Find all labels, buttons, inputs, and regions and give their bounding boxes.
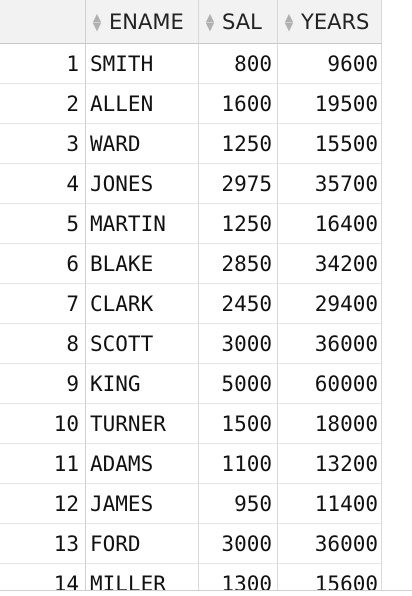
- row-filler: [382, 244, 412, 284]
- cell-sal[interactable]: 1250: [199, 124, 278, 164]
- table-row[interactable]: 4 JONES 2975 35700: [0, 164, 412, 204]
- cell-years[interactable]: 36000: [278, 324, 382, 364]
- cell-years[interactable]: 60000: [278, 364, 382, 404]
- table-row[interactable]: 3 WARD 1250 15500: [0, 124, 412, 164]
- cell-years[interactable]: 34200: [278, 244, 382, 284]
- cell-ename[interactable]: TURNER: [86, 404, 199, 444]
- cell-ename[interactable]: JAMES: [86, 484, 199, 524]
- row-number: 7: [0, 284, 86, 324]
- row-number: 3: [0, 124, 86, 164]
- cell-years[interactable]: 9600: [278, 44, 382, 84]
- cell-sal[interactable]: 5000: [199, 364, 278, 404]
- column-header-label: YEARS: [301, 9, 370, 34]
- cell-years[interactable]: 35700: [278, 164, 382, 204]
- row-filler: [382, 484, 412, 524]
- row-number: 6: [0, 244, 86, 284]
- cell-sal[interactable]: 1600: [199, 84, 278, 124]
- cell-ename[interactable]: KING: [86, 364, 199, 404]
- table-row[interactable]: 10 TURNER 1500 18000: [0, 404, 412, 444]
- cell-sal[interactable]: 2850: [199, 244, 278, 284]
- row-number: 8: [0, 324, 86, 364]
- cell-years[interactable]: 19500: [278, 84, 382, 124]
- row-number: 4: [0, 164, 86, 204]
- cell-ename[interactable]: MARTIN: [86, 204, 199, 244]
- cell-years[interactable]: 18000: [278, 404, 382, 444]
- table-row[interactable]: 6 BLAKE 2850 34200: [0, 244, 412, 284]
- table-row[interactable]: 11 ADAMS 1100 13200: [0, 444, 412, 484]
- cell-sal[interactable]: 950: [199, 484, 278, 524]
- cell-ename[interactable]: JONES: [86, 164, 199, 204]
- sort-arrows-icon[interactable]: ▲ ▼: [284, 10, 294, 33]
- cell-ename[interactable]: SCOTT: [86, 324, 199, 364]
- cell-ename[interactable]: ALLEN: [86, 84, 199, 124]
- sort-arrows-icon[interactable]: ▲ ▼: [205, 10, 215, 33]
- cell-ename[interactable]: SMITH: [86, 44, 199, 84]
- table-row[interactable]: 12 JAMES 950 11400: [0, 484, 412, 524]
- table-row[interactable]: 9 KING 5000 60000: [0, 364, 412, 404]
- grid-header: ▲ ▼ ENAME ▲ ▼ SAL ▲ ▼ YEARS: [0, 0, 412, 44]
- table-row[interactable]: 7 CLARK 2450 29400: [0, 284, 412, 324]
- cell-sal[interactable]: 2975: [199, 164, 278, 204]
- header-filler: [382, 0, 412, 44]
- table-row[interactable]: 8 SCOTT 3000 36000: [0, 324, 412, 364]
- row-filler: [382, 84, 412, 124]
- table-row[interactable]: 13 FORD 3000 36000: [0, 524, 412, 564]
- sort-arrows-icon[interactable]: ▲ ▼: [92, 10, 102, 33]
- cell-ename[interactable]: BLAKE: [86, 244, 199, 284]
- table-row[interactable]: 5 MARTIN 1250 16400: [0, 204, 412, 244]
- row-filler: [382, 524, 412, 564]
- cell-sal[interactable]: 3000: [199, 324, 278, 364]
- row-number: 2: [0, 84, 86, 124]
- cell-years[interactable]: 15500: [278, 124, 382, 164]
- row-filler: [382, 124, 412, 164]
- row-number: 11: [0, 444, 86, 484]
- cell-years[interactable]: 36000: [278, 524, 382, 564]
- cell-years[interactable]: 29400: [278, 284, 382, 324]
- row-filler: [382, 364, 412, 404]
- row-filler: [382, 404, 412, 444]
- row-filler: [382, 444, 412, 484]
- column-header-sal[interactable]: ▲ ▼ SAL: [199, 0, 278, 44]
- row-number: 9: [0, 364, 86, 404]
- cell-ename[interactable]: ADAMS: [86, 444, 199, 484]
- cell-ename[interactable]: WARD: [86, 124, 199, 164]
- cell-sal[interactable]: 800: [199, 44, 278, 84]
- cell-years[interactable]: 13200: [278, 444, 382, 484]
- table-row[interactable]: 2 ALLEN 1600 19500: [0, 84, 412, 124]
- cell-ename[interactable]: FORD: [86, 524, 199, 564]
- row-number: 1: [0, 44, 86, 84]
- cell-sal[interactable]: 1250: [199, 204, 278, 244]
- column-header-ename[interactable]: ▲ ▼ ENAME: [86, 0, 199, 44]
- row-filler: [382, 44, 412, 84]
- row-number: 13: [0, 524, 86, 564]
- cell-sal[interactable]: 1500: [199, 404, 278, 444]
- cell-sal[interactable]: 3000: [199, 524, 278, 564]
- cell-ename[interactable]: CLARK: [86, 284, 199, 324]
- grid-bottom-border: [0, 590, 412, 596]
- row-number: 12: [0, 484, 86, 524]
- row-filler: [382, 284, 412, 324]
- column-header-years[interactable]: ▲ ▼ YEARS: [278, 0, 382, 44]
- cell-years[interactable]: 16400: [278, 204, 382, 244]
- row-filler: [382, 164, 412, 204]
- row-filler: [382, 204, 412, 244]
- cell-years[interactable]: 11400: [278, 484, 382, 524]
- table-row[interactable]: 1 SMITH 800 9600: [0, 44, 412, 84]
- row-filler: [382, 324, 412, 364]
- column-header-label: ENAME: [109, 9, 184, 34]
- row-number-header: [0, 0, 86, 44]
- row-number: 5: [0, 204, 86, 244]
- cell-sal[interactable]: 2450: [199, 284, 278, 324]
- cell-sal[interactable]: 1100: [199, 444, 278, 484]
- column-header-label: SAL: [222, 9, 262, 34]
- row-number: 10: [0, 404, 86, 444]
